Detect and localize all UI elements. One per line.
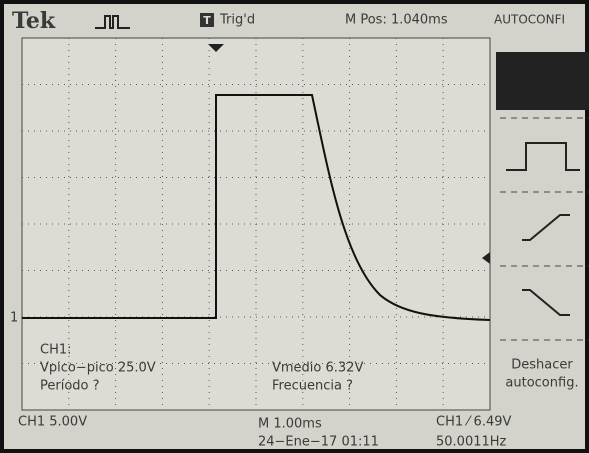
grid <box>22 38 490 410</box>
m-pos: M Pos: 1.040ms <box>345 13 448 28</box>
ch-scale: CH1 5.00V <box>18 415 87 430</box>
undo-line2[interactable]: autoconfig. <box>505 376 578 391</box>
meas-period: Período ? <box>40 379 100 394</box>
channel-marker: 1 <box>10 311 18 326</box>
meas-vpp: Vpico−pico 25.0V <box>40 361 156 376</box>
brand: Tek <box>12 8 56 34</box>
trigger-info: CH1 ⁄ 6.49V <box>436 415 512 430</box>
pulse-icon <box>506 142 580 171</box>
menu-selected <box>496 52 589 110</box>
waveform <box>22 94 491 321</box>
meas-vmedio: Vmedio 6.32V <box>272 361 363 376</box>
menu-title: AUTOCONFI <box>494 13 565 27</box>
timebase: M 1.00ms <box>258 417 322 432</box>
trig-icon: T <box>203 14 211 27</box>
rise-icon <box>522 214 570 241</box>
acq-icon <box>95 15 130 29</box>
date: 24−Ene−17 01:11 <box>258 435 379 450</box>
trigger-marker <box>208 44 224 52</box>
level-marker <box>482 252 490 264</box>
undo-line1[interactable]: Deshacer <box>511 358 573 373</box>
fall-icon <box>522 289 570 316</box>
trig-icon-box <box>200 13 214 27</box>
square-wave-icon <box>505 69 577 93</box>
footer-frequency: 50.0011Hz <box>436 435 507 450</box>
meas-frequency: Frecuencia ? <box>272 379 353 394</box>
trigger-status: Trig'd <box>219 13 255 28</box>
meas-channel: CH1: <box>40 343 72 358</box>
